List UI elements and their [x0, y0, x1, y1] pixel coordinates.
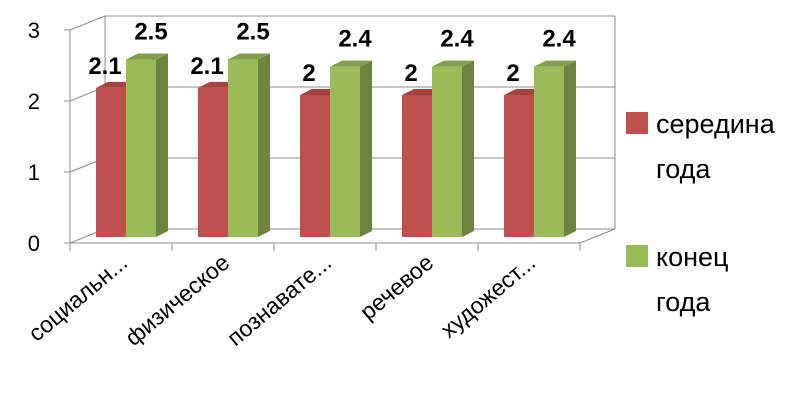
x-tick-label: физическое	[120, 249, 234, 351]
data-labels: 2.1 2.5 2.1 2.5 2 2.4 2 2.4 2 2.4	[88, 19, 576, 88]
y-tick-label: 0	[28, 231, 40, 256]
legend-swatch	[626, 245, 648, 267]
y-tick-label: 3	[28, 18, 40, 43]
x-tick-label: речевое	[355, 249, 438, 325]
legend-label-line2: года	[656, 287, 711, 317]
bars	[96, 53, 576, 238]
data-label: 2	[506, 60, 519, 87]
x-tick-label: художест...	[435, 249, 540, 343]
bar-top	[330, 60, 372, 67]
bar	[330, 66, 360, 237]
legend-label-line2: года	[656, 154, 711, 184]
bar-side	[564, 60, 576, 237]
bar	[126, 59, 156, 237]
floor-right-edge	[579, 228, 616, 244]
bar	[228, 59, 258, 237]
data-label: 2	[404, 60, 417, 87]
bar-side	[462, 60, 474, 237]
y-tick-label: 1	[28, 160, 40, 185]
x-tick-label: социальн...	[23, 249, 132, 346]
data-label: 2.5	[236, 19, 269, 46]
bar	[534, 66, 564, 237]
data-label: 2.1	[88, 53, 121, 80]
gridline-depth	[69, 15, 106, 31]
legend: середина года конец года	[626, 109, 776, 317]
bar-side	[156, 53, 168, 237]
x-tick-label: познавате...	[222, 249, 336, 351]
bar-side	[258, 53, 270, 237]
bar-top	[228, 53, 270, 60]
bar	[432, 66, 462, 237]
legend-label-line1: середина	[656, 109, 776, 139]
bar	[198, 87, 228, 238]
bar-top	[126, 53, 168, 60]
data-label: 2.4	[440, 26, 474, 53]
data-label: 2.1	[190, 53, 223, 80]
bar-top	[432, 60, 474, 67]
data-label: 2.5	[134, 19, 167, 46]
y-tick-label: 2	[28, 89, 40, 114]
legend-label-line1: конец	[656, 242, 729, 272]
bar	[300, 95, 330, 237]
bar	[96, 87, 126, 238]
bar-side	[360, 60, 372, 237]
data-label: 2.4	[338, 26, 372, 53]
data-label: 2.4	[542, 26, 576, 53]
bar	[402, 95, 432, 237]
bar	[504, 95, 534, 237]
bar-top	[534, 60, 576, 67]
data-label: 2	[302, 60, 315, 87]
legend-swatch	[626, 112, 648, 134]
